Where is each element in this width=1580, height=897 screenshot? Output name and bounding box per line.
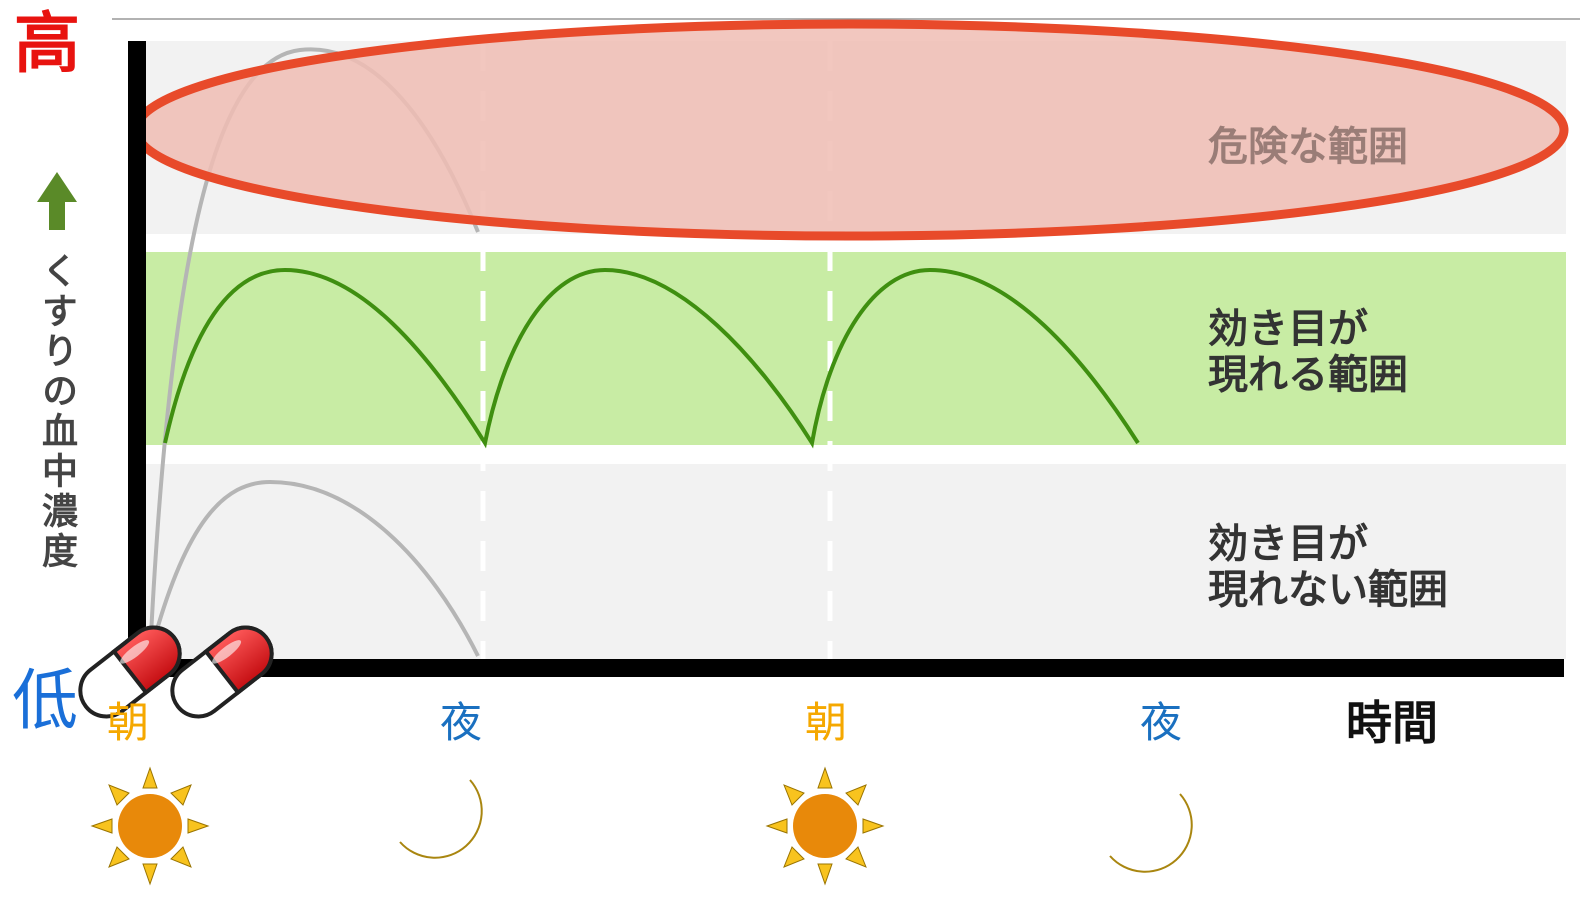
sun-icon: [90, 766, 210, 886]
time-tick-morning: 朝: [805, 698, 848, 747]
underdose-curve: [148, 479, 480, 657]
time-tick-night: 夜: [1140, 698, 1183, 747]
moon-icon: [1109, 793, 1193, 873]
time-tick-morning: 朝: [107, 698, 150, 747]
up-arrow-icon: [37, 172, 77, 230]
x-axis-label: 時間: [1346, 696, 1438, 750]
ineffective-zone-label: 効き目が 現れない範囲: [1208, 521, 1448, 613]
effective-zone-band: [146, 252, 1566, 445]
concentration-low-label: 低: [12, 662, 78, 739]
y-axis-label: くすりの血中濃度: [36, 252, 77, 572]
x-axis: [128, 659, 1564, 677]
sun-icon: [765, 766, 885, 886]
y-axis: [128, 41, 146, 677]
time-tick-night: 夜: [440, 698, 483, 747]
effective-zone-label: 効き目が 現れる範囲: [1208, 306, 1408, 398]
ineffective-zone-band: [146, 464, 1566, 659]
danger-zone-label: 危険な範囲: [1208, 124, 1408, 170]
concentration-high-label: 高: [14, 4, 80, 82]
capsule-icon: [78, 625, 182, 719]
capsule-icon: [170, 625, 274, 719]
moon-icon: [399, 779, 483, 859]
effective-curve: [163, 267, 1140, 449]
